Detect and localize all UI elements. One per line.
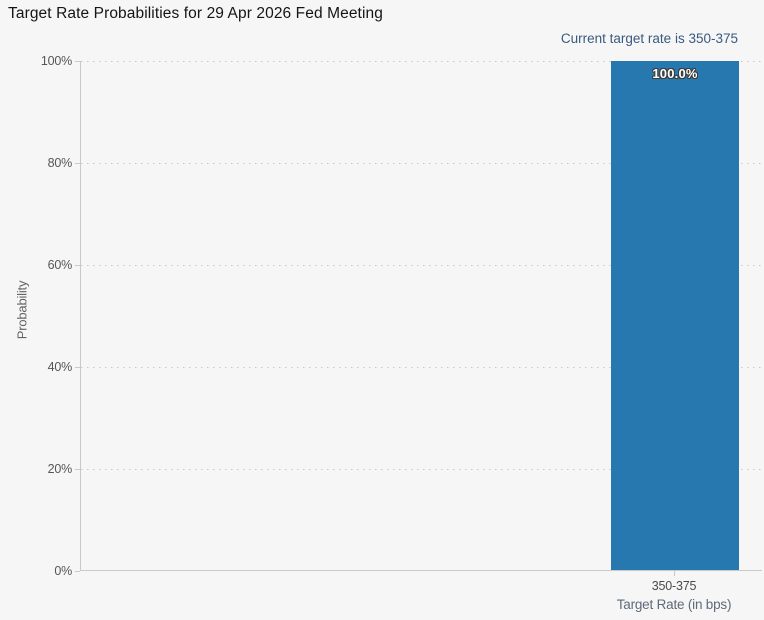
x-category-label: 350-375: [651, 579, 697, 593]
probability-bar-350-375[interactable]: 100.0%: [611, 61, 739, 570]
y-tick-label-100: 100%: [40, 54, 72, 68]
y-axis-title: Probability: [14, 280, 30, 340]
y-tick-mark: [75, 469, 80, 470]
y-tick-label-0: 0%: [54, 564, 72, 578]
x-axis-title: Target Rate (in bps): [616, 597, 732, 612]
bar-value-label: 100.0%: [652, 66, 698, 81]
chart-title: Target Rate Probabilities for 29 Apr 202…: [8, 5, 383, 22]
y-tick-mark: [75, 571, 80, 572]
y-tick-mark: [75, 265, 80, 266]
y-tick-label-60: 60%: [47, 258, 73, 272]
gridline-60: [81, 265, 762, 266]
gridline-40: [81, 367, 762, 368]
y-tick-mark: [75, 61, 80, 62]
y-tick-label-40: 40%: [47, 360, 73, 374]
x-tick-mark: [674, 571, 675, 576]
y-tick-label-80: 80%: [47, 156, 73, 170]
current-target-rate-note: Current target rate is 350-375: [560, 31, 738, 46]
gridline-100: [81, 61, 762, 62]
y-tick-mark: [75, 367, 80, 368]
y-tick-label-20: 20%: [47, 462, 73, 476]
y-tick-mark: [75, 163, 80, 164]
gridline-80: [81, 163, 762, 164]
gridline-20: [81, 469, 762, 470]
plot-area: 100.0%: [80, 61, 762, 571]
